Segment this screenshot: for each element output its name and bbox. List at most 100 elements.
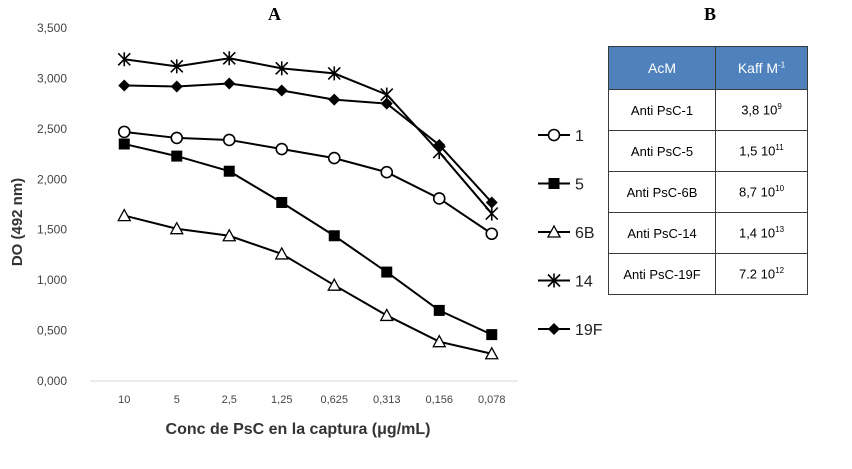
kaff-mantissa: 1,4 10 bbox=[738, 225, 776, 241]
data-point bbox=[223, 165, 235, 177]
legend-item: 19F bbox=[538, 322, 603, 339]
panel-label-a: A bbox=[268, 4, 281, 24]
antibody-name-cell: Anti PsC-5 bbox=[608, 130, 716, 172]
data-point bbox=[485, 206, 499, 221]
legend-item: 6B bbox=[538, 224, 595, 242]
header-acm: AcM bbox=[608, 46, 716, 90]
legend-label: 19F bbox=[575, 322, 603, 339]
y-tick-label: 2,000 bbox=[37, 172, 67, 186]
y-tick-label: 2,500 bbox=[37, 122, 67, 136]
y-tick-label: 1,000 bbox=[37, 273, 67, 287]
x-tick-label: 0,313 bbox=[373, 394, 401, 406]
table-row: Anti PsC-5 1,5 1011 bbox=[608, 130, 808, 172]
antibody-name-cell: Anti PsC-1 bbox=[608, 89, 716, 131]
table-row: Anti PsC-1 3,8 109 bbox=[608, 89, 808, 131]
data-point bbox=[170, 80, 183, 93]
antibody-name-cell: Anti PsC-14 bbox=[608, 212, 716, 254]
legend-marker bbox=[547, 128, 561, 142]
table-row: Anti PsC-14 1,4 1013 bbox=[608, 212, 808, 254]
legend-item: 14 bbox=[538, 273, 593, 291]
header-kaff-base: Kaff M bbox=[737, 60, 779, 76]
header-kaff: Kaff M-1 bbox=[715, 46, 808, 90]
data-point bbox=[118, 79, 131, 92]
series-6B bbox=[117, 208, 499, 360]
kaff-mantissa: 1,5 10 bbox=[739, 143, 776, 159]
data-point bbox=[327, 277, 342, 291]
kaff-exponent: 10 bbox=[775, 184, 785, 194]
legend: 1 5 6B 14 19F bbox=[538, 128, 603, 339]
data-point bbox=[117, 125, 131, 139]
kaff-value-cell: 3,8 109 bbox=[715, 89, 808, 131]
data-point bbox=[433, 304, 445, 316]
x-tick-label: 10 bbox=[118, 394, 130, 406]
data-point bbox=[171, 150, 183, 162]
data-point bbox=[381, 266, 393, 278]
kaff-exponent: 11 bbox=[775, 143, 784, 153]
data-point bbox=[484, 346, 499, 360]
kaff-mantissa: 3,8 10 bbox=[741, 102, 778, 118]
series-line bbox=[124, 82, 493, 204]
y-tick-label: 3,500 bbox=[37, 21, 67, 35]
data-point bbox=[275, 61, 289, 76]
data-point bbox=[222, 228, 237, 242]
x-tick-label: 0,625 bbox=[320, 394, 348, 406]
legend-label: 6B bbox=[575, 225, 595, 242]
series-layer bbox=[117, 51, 499, 360]
data-point bbox=[222, 51, 236, 66]
x-tick-label: 0,078 bbox=[478, 394, 506, 406]
legend-marker bbox=[548, 323, 560, 335]
legend-item: 5 bbox=[538, 177, 584, 194]
data-point bbox=[117, 52, 131, 67]
affinity-table: AcM Kaff M-1 Anti PsC-1 3,8 109 Anti PsC-5… bbox=[608, 46, 808, 295]
series-line bbox=[124, 214, 492, 355]
y-tick-label: 0,500 bbox=[37, 324, 67, 338]
legend-label: 5 bbox=[575, 177, 584, 194]
legend-item: 1 bbox=[538, 128, 584, 145]
kaff-value-cell: 1,4 1013 bbox=[715, 212, 808, 254]
kaff-value-cell: 1,5 1011 bbox=[715, 130, 808, 172]
data-point bbox=[275, 142, 289, 156]
y-tick-label: 3,000 bbox=[37, 71, 67, 85]
data-point bbox=[379, 308, 394, 322]
series-5 bbox=[118, 138, 498, 341]
x-axis-ticks: 10 5 2,5 1,25 0,625 0,313 0,156 0,078 bbox=[90, 380, 518, 406]
data-point bbox=[118, 138, 130, 150]
kaff-exponent: 13 bbox=[775, 225, 785, 235]
data-point bbox=[170, 59, 184, 74]
data-point bbox=[223, 77, 236, 90]
series-14 bbox=[117, 51, 499, 221]
data-point bbox=[328, 93, 341, 106]
series-19F bbox=[118, 77, 498, 209]
data-point bbox=[276, 196, 288, 208]
series-line bbox=[124, 57, 493, 215]
x-axis-label: Conc de PsC en la captura (μg/mL) bbox=[166, 421, 431, 438]
data-point bbox=[327, 66, 341, 81]
kaff-value-cell: 8,7 1010 bbox=[715, 171, 808, 213]
legend-marker bbox=[547, 273, 561, 288]
data-point bbox=[485, 196, 498, 209]
panel-label-b: B bbox=[704, 4, 717, 24]
data-point bbox=[274, 246, 289, 260]
data-point bbox=[486, 329, 498, 341]
kaff-exponent: 12 bbox=[775, 266, 785, 276]
kaff-mantissa: 7.2 10 bbox=[738, 266, 776, 282]
series-line bbox=[124, 143, 493, 336]
data-point bbox=[380, 97, 393, 110]
table-row: Anti PsC-6B 8,7 1010 bbox=[608, 171, 808, 213]
antibody-name-cell: Anti PsC-6B bbox=[608, 171, 716, 213]
x-tick-label: 0,156 bbox=[425, 394, 453, 406]
legend-marker bbox=[548, 178, 560, 189]
data-point bbox=[433, 138, 446, 151]
data-point bbox=[432, 334, 447, 348]
data-point bbox=[432, 192, 446, 205]
legend-label: 1 bbox=[575, 128, 584, 145]
header-kaff-exp: -1 bbox=[778, 60, 786, 70]
y-tick-label: 0,000 bbox=[37, 374, 67, 388]
y-tick-label: 1,500 bbox=[37, 223, 67, 237]
data-point bbox=[170, 131, 184, 145]
legend-label: 14 bbox=[575, 274, 593, 291]
y-axis-ticks: 0,000 0,500 1,000 1,500 2,000 2,500 3,000 3,500 bbox=[37, 21, 67, 388]
data-point bbox=[485, 227, 499, 241]
table-header-row: AcM Kaff M-1 bbox=[608, 46, 808, 90]
data-point bbox=[169, 221, 184, 235]
